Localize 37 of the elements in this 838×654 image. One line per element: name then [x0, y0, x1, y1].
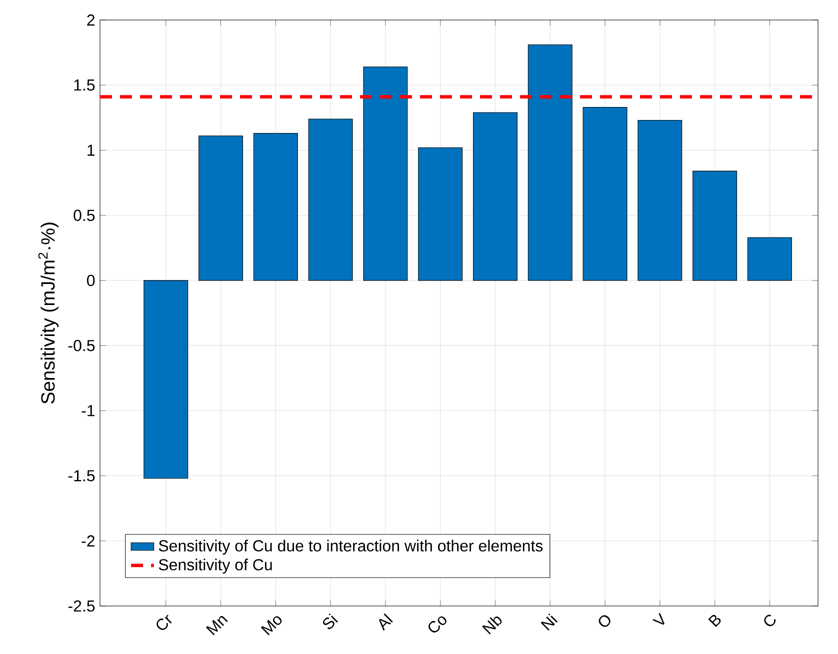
y-tick-label: -2.5	[68, 600, 95, 612]
x-tick-label: Si	[322, 613, 338, 630]
bar	[253, 133, 298, 281]
legend-label: Sensitivity of Cu due to interaction with other elements	[158, 540, 543, 555]
x-tick-label: Ni	[540, 613, 558, 631]
x-tick-label: Mo	[260, 616, 282, 636]
x-tick-label: Nb	[482, 616, 502, 634]
bar	[473, 112, 518, 281]
bar	[418, 147, 463, 281]
y-tick-label: -0.5	[68, 340, 95, 352]
y-tick-label: 0	[87, 274, 95, 286]
bar	[747, 237, 792, 281]
y-tick-label: -2	[82, 535, 94, 546]
bar	[692, 170, 738, 281]
legend-label: Sensitivity of Cu	[158, 558, 272, 574]
bar	[308, 118, 353, 281]
bar	[198, 136, 243, 281]
y-tick-label: 0.5	[74, 210, 95, 221]
y-tick-label: 2	[87, 14, 94, 26]
y-tick-label: -1	[82, 405, 95, 416]
x-tick-label: Co	[428, 616, 446, 632]
bar	[638, 120, 682, 281]
y-tick-label: 1	[88, 144, 95, 156]
bar	[582, 106, 628, 281]
y-tick-label: -1.5	[68, 470, 95, 482]
x-tick-label: C	[764, 614, 776, 626]
y-axis-title: Sensitivity (mJ/m$^{2}$·%)	[38, 222, 59, 404]
x-tick-label: B	[708, 614, 721, 628]
x-tick-label: Al	[379, 613, 393, 631]
bar	[528, 44, 572, 281]
y-tick-label: 1.5	[74, 80, 95, 91]
x-tick-label: O	[598, 615, 610, 627]
x-tick-label: Mn	[206, 616, 228, 636]
x-tick-label: Cr	[156, 614, 172, 630]
bar	[363, 66, 408, 281]
bar	[144, 280, 188, 479]
x-tick-label: V	[652, 612, 664, 625]
